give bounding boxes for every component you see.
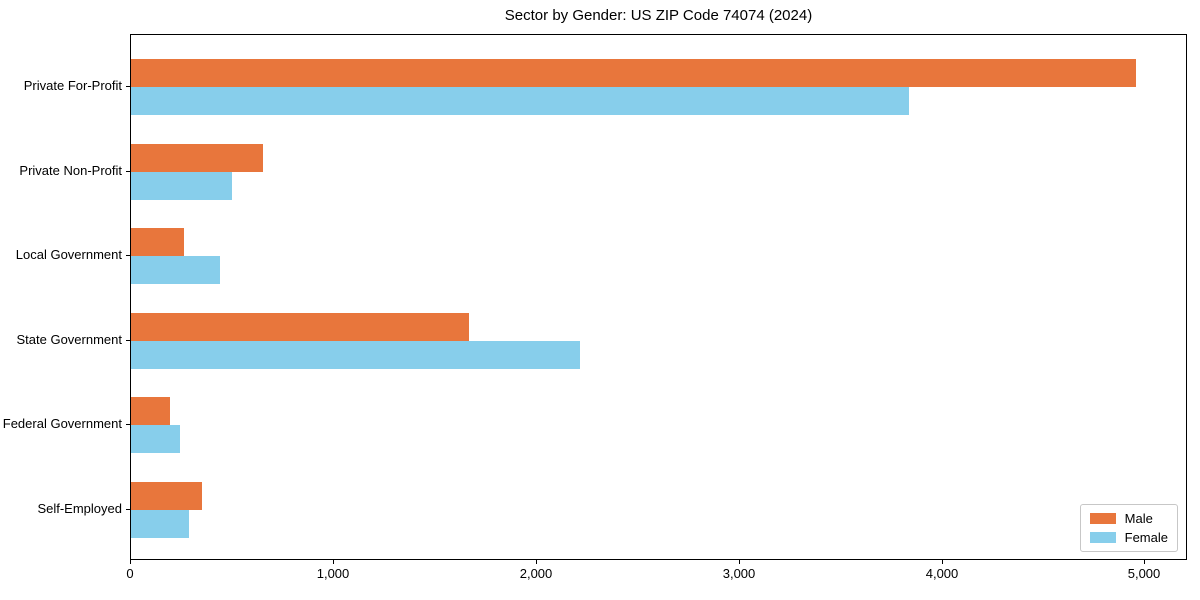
bar-female-2 — [131, 256, 220, 284]
xtick-label-1: 1,000 — [316, 566, 350, 581]
ytick-mark-0 — [126, 86, 130, 87]
xtick-label-0: 0 — [126, 566, 134, 581]
ytick-label-1: Private Non-Profit — [19, 162, 122, 178]
legend-label-male: Male — [1124, 511, 1153, 526]
bar-male-2 — [131, 228, 184, 256]
xtick-label-3: 3,000 — [722, 566, 756, 581]
xtick-label-2: 2,000 — [519, 566, 553, 581]
bar-female-0 — [131, 87, 909, 115]
legend: Male Female — [1079, 504, 1178, 552]
legend-label-female: Female — [1124, 530, 1168, 545]
legend-entry-female: Female — [1089, 530, 1168, 545]
ytick-label-5: Self-Employed — [37, 500, 122, 516]
legend-swatch-female — [1089, 532, 1116, 543]
xtick-mark-0 — [130, 560, 131, 564]
bar-male-4 — [131, 397, 170, 425]
xtick-mark-5 — [1144, 560, 1145, 564]
bar-female-5 — [131, 509, 189, 538]
bar-male-3 — [131, 312, 469, 341]
legend-entry-male: Male — [1089, 511, 1168, 526]
ytick-mark-5 — [126, 508, 130, 510]
bar-female-1 — [131, 171, 232, 200]
ytick-mark-4 — [126, 424, 130, 425]
ytick-mark-1 — [126, 170, 130, 172]
ytick-mark-3 — [126, 339, 130, 341]
ytick-label-4: Federal Government — [2, 416, 122, 431]
bar-female-4 — [131, 425, 180, 453]
ytick-label-3: State Government — [16, 331, 123, 347]
xtick-label-4: 4,000 — [925, 566, 959, 581]
ytick-label-0: Private For-Profit — [23, 78, 122, 93]
bar-male-5 — [131, 481, 202, 510]
xtick-mark-3 — [739, 560, 740, 564]
xtick-mark-2 — [536, 560, 537, 564]
xtick-mark-1 — [333, 560, 334, 564]
bar-male-1 — [131, 143, 263, 172]
bar-male-0 — [131, 59, 1136, 87]
plot-area: Male Female — [130, 34, 1187, 560]
ytick-label-2: Local Government — [15, 247, 122, 262]
legend-swatch-male — [1089, 513, 1116, 524]
xtick-mark-4 — [942, 560, 943, 564]
bar-female-3 — [131, 340, 580, 369]
chart-title: Sector by Gender: US ZIP Code 74074 (202… — [504, 7, 813, 24]
xtick-label-5: 5,000 — [1127, 566, 1161, 581]
ytick-mark-2 — [126, 255, 130, 256]
